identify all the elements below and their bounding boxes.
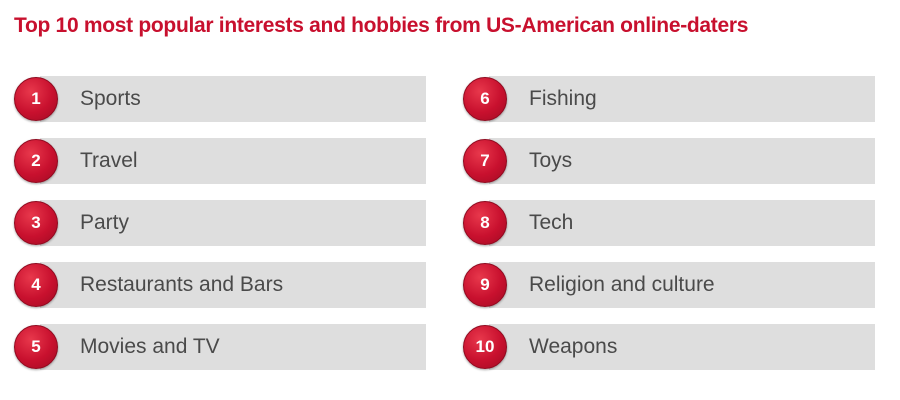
rank-badge: 9 xyxy=(463,263,507,307)
ranking-item: 3 Party xyxy=(14,200,426,246)
rank-number: 9 xyxy=(480,275,490,294)
item-bar xyxy=(40,324,426,370)
item-bar xyxy=(489,76,875,122)
item-bar xyxy=(489,324,875,370)
rank-number: 7 xyxy=(480,151,490,170)
item-label: Fishing xyxy=(529,87,597,110)
rank-number: 8 xyxy=(480,213,490,232)
ranking-item: 10 Weapons xyxy=(463,324,875,370)
item-bar xyxy=(489,200,875,246)
rank-badge: 3 xyxy=(14,201,58,245)
rank-number: 3 xyxy=(31,213,41,232)
ranking-item: 4 Restaurants and Bars xyxy=(14,262,426,308)
item-label: Sports xyxy=(80,87,141,110)
rank-badge: 8 xyxy=(463,201,507,245)
rank-number: 5 xyxy=(31,337,41,356)
rank-badge: 4 xyxy=(14,263,58,307)
item-label: Tech xyxy=(529,211,574,234)
item-bar xyxy=(489,262,875,308)
item-label: Toys xyxy=(529,149,573,172)
rank-badge: 6 xyxy=(463,77,507,121)
item-bar xyxy=(40,200,426,246)
ranking-column-right: 6 Fishing 7 Toys 8 Tech 9 Religion and c… xyxy=(463,76,875,386)
ranking-item: 7 Toys xyxy=(463,138,875,184)
page-title: Top 10 most popular interests and hobbie… xyxy=(14,14,749,37)
rank-badge: 7 xyxy=(463,139,507,183)
rank-badge: 1 xyxy=(14,77,58,121)
ranking-item: 5 Movies and TV xyxy=(14,324,426,370)
rank-number: 2 xyxy=(31,151,41,170)
rank-number: 4 xyxy=(31,275,41,294)
rank-number: 10 xyxy=(475,337,495,356)
rank-number: 6 xyxy=(480,89,490,108)
item-label: Party xyxy=(80,211,130,234)
item-bar xyxy=(489,138,875,184)
item-label: Weapons xyxy=(529,335,618,358)
item-bar xyxy=(40,262,426,308)
item-label: Restaurants and Bars xyxy=(80,273,284,296)
item-label: Religion and culture xyxy=(529,273,715,296)
rank-badge: 5 xyxy=(14,325,58,369)
item-bar xyxy=(40,76,426,122)
rank-badge: 10 xyxy=(463,325,507,369)
ranking-item: 6 Fishing xyxy=(463,76,875,122)
ranking-item: 1 Sports xyxy=(14,76,426,122)
item-label: Movies and TV xyxy=(80,335,220,358)
item-label: Travel xyxy=(80,149,138,172)
ranking-column-left: 1 Sports 2 Travel 3 Party 4 Restaurants … xyxy=(14,76,426,386)
ranking-item: 2 Travel xyxy=(14,138,426,184)
ranking-item: 9 Religion and culture xyxy=(463,262,875,308)
rank-number: 1 xyxy=(31,89,41,108)
rank-badge: 2 xyxy=(14,139,58,183)
ranking-item: 8 Tech xyxy=(463,200,875,246)
item-bar xyxy=(40,138,426,184)
